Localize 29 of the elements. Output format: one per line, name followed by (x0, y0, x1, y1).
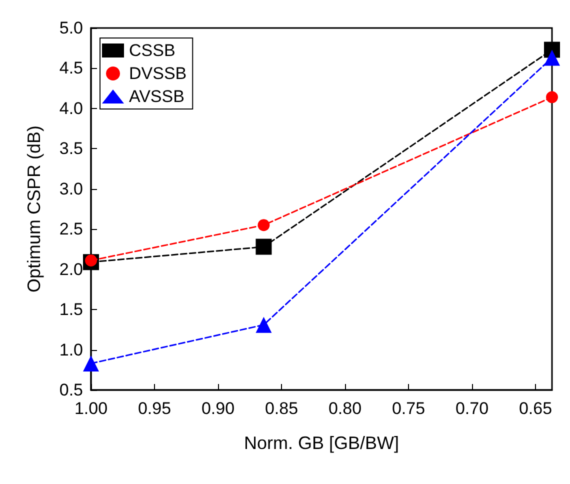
point (546, 91, 558, 104)
point (256, 316, 272, 333)
point (83, 355, 99, 372)
x-tick-label: 0.90 (201, 399, 235, 418)
y-tick-label: 2.0 (59, 260, 83, 279)
y-tick-label: 1.5 (59, 300, 83, 320)
y-tick-label: 0.5 (59, 380, 83, 400)
y-tick-label: 5.0 (59, 18, 83, 38)
x-tick-label: 0.85 (264, 399, 298, 418)
point (258, 219, 270, 232)
x-tick-label: 1.00 (74, 399, 108, 418)
x-tick-label: 0.70 (455, 399, 489, 418)
x-tick-label: 0.75 (392, 399, 426, 418)
x-tick-label: 0.95 (138, 399, 172, 418)
x-axis-title: Norm. GB [GB/BW] (244, 433, 400, 453)
y-axis-title: Optimum CSPR (dB) (24, 125, 44, 293)
y-tick-label: 3.0 (59, 179, 83, 198)
y-tick-label: 4.5 (59, 58, 83, 78)
legend-label: DVSSB (129, 64, 187, 83)
y-tick-label: 3.5 (59, 139, 83, 158)
point (544, 50, 560, 66)
y-tick-label: 2.5 (59, 220, 83, 239)
legend-label: CSSB (129, 41, 176, 60)
y-tick-label: 4.0 (59, 98, 83, 118)
x-tick-label: 0.80 (328, 399, 362, 418)
point (256, 238, 272, 255)
y-tick-label: 1.0 (59, 340, 83, 360)
legend-label: AVSSB (129, 87, 184, 106)
x-tick-label: 0.65 (518, 399, 552, 418)
